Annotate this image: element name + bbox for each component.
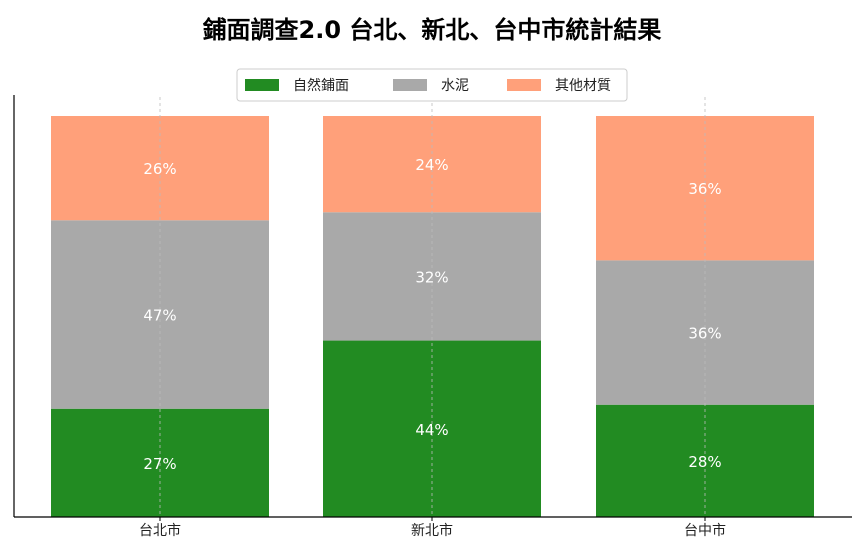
legend-label-1: 水泥 — [441, 78, 469, 94]
data-label-0-1: 47% — [143, 306, 176, 324]
grid-group — [159, 97, 706, 517]
legend-label-0: 自然鋪面 — [293, 77, 349, 94]
data-label-1-2: 24% — [415, 156, 448, 174]
legend-swatch-2 — [507, 79, 541, 91]
x-ticks-group: 台北市 新北市 台中市 — [139, 517, 726, 539]
data-label-2-2: 36% — [688, 180, 721, 198]
data-label-2-1: 36% — [688, 325, 721, 343]
x-tick-label-1: 新北市 — [411, 522, 453, 539]
legend-swatch-1 — [393, 79, 427, 91]
data-label-1-1: 32% — [415, 268, 448, 286]
x-tick-label-0: 台北市 — [139, 522, 181, 539]
bar-segment-0-0 — [51, 408, 269, 517]
legend: 自然鋪面 水泥 其他材質 — [236, 68, 628, 102]
legend-swatch-0 — [245, 79, 279, 91]
x-tick-label-2: 台中市 — [684, 522, 726, 539]
data-labels-group: 27% 47% 26% 44% 32% 24% 28% 36% 36% — [143, 156, 721, 473]
data-label-0-2: 26% — [143, 160, 176, 178]
data-label-1-0: 44% — [415, 421, 448, 439]
data-label-2-0: 28% — [688, 453, 721, 471]
data-label-0-0: 27% — [143, 455, 176, 473]
legend-label-2: 其他材質 — [555, 78, 611, 94]
legend-frame — [236, 68, 628, 102]
chart-title: 鋪面調查2.0 台北、新北、台中市統計結果 — [203, 16, 662, 44]
